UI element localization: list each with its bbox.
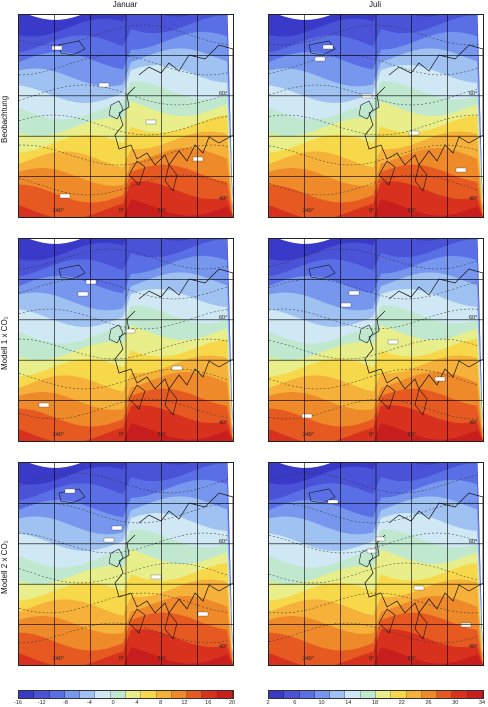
lat-tick-label: 40° <box>469 419 478 426</box>
colorbar-swatch <box>171 691 188 698</box>
colorbar-january <box>18 690 234 699</box>
lon-tick-label: 20° <box>407 656 416 662</box>
lon-tick-label: 340° <box>302 656 315 662</box>
lon-tick-label: 0° <box>119 656 125 662</box>
colorbar-tick-label: -16 <box>14 700 22 706</box>
colorbar-swatch <box>141 691 157 698</box>
colorbar-swatch <box>391 691 407 698</box>
colorbar-swatch <box>375 691 392 698</box>
lat-tick-label: 40° <box>219 643 228 650</box>
colorbar-swatch <box>217 691 233 698</box>
colorbar-tick-label: 26 <box>425 700 432 706</box>
lon-tick-label: 0° <box>369 656 375 662</box>
colorbar-tick-label: 18 <box>371 700 379 706</box>
column-title-july: Juli <box>368 0 381 9</box>
lat-tick-label: 40° <box>219 419 228 426</box>
lat-tick-label: 60° <box>219 538 228 545</box>
lon-tick-label: 340° <box>52 208 65 214</box>
column-title-january: Januar <box>112 0 138 9</box>
lon-tick-label: 340° <box>52 432 65 438</box>
colorbar-tick-label: 10 <box>318 700 325 706</box>
lon-tick-label: 20° <box>157 208 166 214</box>
lat-tick-label: 60° <box>469 314 478 321</box>
map-panel-january-observation <box>18 14 234 218</box>
colorbar-swatch <box>406 691 422 698</box>
map-panel-january-model-1x <box>18 238 234 442</box>
colorbar-swatch <box>299 691 315 698</box>
lon-tick-label: 0° <box>119 432 125 438</box>
colorbar-swatch <box>314 691 331 698</box>
colorbar-tick-label: 2 <box>266 700 270 706</box>
colorbar-tick-label: 6 <box>293 700 297 706</box>
colorbar-tick-label: -8 <box>63 700 68 706</box>
colorbar-swatch <box>187 691 203 698</box>
colorbar-swatch <box>467 691 483 698</box>
colorbar-swatch <box>360 691 376 698</box>
map-panel-july-model-1x <box>268 238 484 442</box>
lon-tick-label: 340° <box>302 432 315 438</box>
colorbar-tick-label: 14 <box>345 700 352 706</box>
colorbar-tick-label: -4 <box>86 700 92 706</box>
lon-tick-label: 0° <box>119 208 125 214</box>
colorbar-swatch <box>49 691 65 698</box>
colorbar-swatch <box>34 691 50 698</box>
colorbar-swatch <box>421 691 438 698</box>
map-panel-july-observation <box>268 14 484 218</box>
colorbar-swatch <box>64 691 81 698</box>
row-label-model-2x: Modell 2 x CO₂ <box>0 540 9 594</box>
map-panel-january-model-2x <box>18 462 234 666</box>
colorbar-swatch <box>19 691 35 698</box>
map-panel-july-model-2x <box>268 462 484 666</box>
colorbar-swatch <box>80 691 96 698</box>
colorbar-tick-label: 12 <box>181 700 188 706</box>
colorbar-swatch <box>330 691 346 698</box>
lon-tick-label: 340° <box>302 208 315 214</box>
lon-tick-label: 0° <box>369 432 375 438</box>
colorbar-swatch <box>95 691 111 698</box>
colorbar-swatch <box>156 691 172 698</box>
colorbar-swatch <box>202 691 218 698</box>
colorbar-july <box>268 690 484 699</box>
colorbar-swatch <box>452 691 468 698</box>
colorbar-tick-label: 22 <box>398 700 405 706</box>
colorbar-tick-label: 34 <box>478 700 486 706</box>
colorbar-swatch <box>284 691 300 698</box>
lon-tick-label: 0° <box>369 208 375 214</box>
colorbar-swatch <box>345 691 361 698</box>
lat-tick-label: 40° <box>469 643 478 650</box>
lat-tick-label: 60° <box>469 538 478 545</box>
colorbar-swatch <box>437 691 453 698</box>
colorbar-swatch <box>125 691 142 698</box>
lat-tick-label: 60° <box>219 90 228 97</box>
lat-tick-label: 60° <box>469 90 478 97</box>
row-label-observation: Beobachtung <box>0 95 9 143</box>
lon-tick-label: 20° <box>407 208 416 214</box>
colorbar-tick-label: 4 <box>135 700 139 706</box>
lon-tick-label: 340° <box>52 656 65 662</box>
colorbar-tick-label: -12 <box>37 700 46 706</box>
colorbar-tick-label: 30 <box>452 700 459 706</box>
colorbar-tick-label: 16 <box>205 700 212 706</box>
lat-tick-label: 40° <box>469 195 478 202</box>
colorbar-swatch <box>110 691 126 698</box>
colorbar-swatch <box>269 691 285 698</box>
row-label-model-1x: Modell 1 x CO₂ <box>0 316 9 370</box>
lat-tick-label: 60° <box>219 314 228 321</box>
colorbar-tick-label: 8 <box>159 700 163 706</box>
lat-tick-label: 40° <box>219 195 228 202</box>
colorbar-tick-label: 20 <box>228 700 236 706</box>
lon-tick-label: 20° <box>157 656 166 662</box>
lon-tick-label: 20° <box>157 432 166 438</box>
colorbar-tick-label: 0 <box>111 700 115 706</box>
lon-tick-label: 20° <box>407 432 416 438</box>
